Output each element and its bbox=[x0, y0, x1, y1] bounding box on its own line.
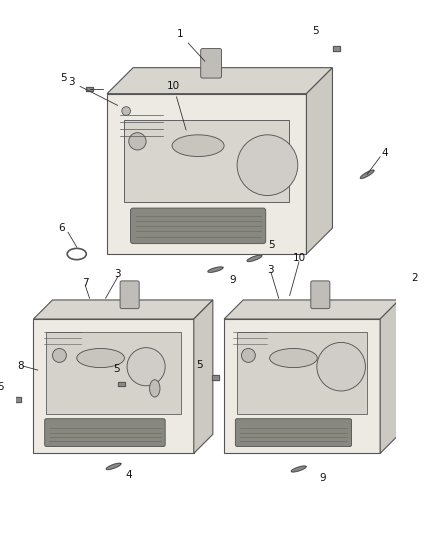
FancyBboxPatch shape bbox=[311, 281, 330, 309]
Text: 5: 5 bbox=[312, 26, 318, 36]
Text: 2: 2 bbox=[411, 273, 418, 284]
FancyBboxPatch shape bbox=[201, 49, 222, 78]
Ellipse shape bbox=[172, 135, 224, 157]
Circle shape bbox=[317, 342, 365, 391]
Polygon shape bbox=[14, 398, 21, 402]
Polygon shape bbox=[307, 68, 332, 254]
Circle shape bbox=[129, 133, 146, 150]
Polygon shape bbox=[107, 68, 332, 94]
Circle shape bbox=[122, 107, 131, 115]
Text: 4: 4 bbox=[381, 148, 388, 158]
Text: 5: 5 bbox=[113, 364, 120, 374]
Polygon shape bbox=[224, 319, 380, 454]
Text: 10: 10 bbox=[167, 82, 186, 130]
Text: 3: 3 bbox=[115, 269, 121, 279]
Ellipse shape bbox=[149, 379, 160, 397]
Polygon shape bbox=[46, 332, 181, 414]
Polygon shape bbox=[224, 300, 399, 319]
Text: 4: 4 bbox=[126, 470, 133, 480]
Polygon shape bbox=[360, 170, 374, 179]
Polygon shape bbox=[397, 279, 404, 283]
Text: 9: 9 bbox=[230, 275, 236, 285]
Text: 1: 1 bbox=[177, 29, 205, 61]
Ellipse shape bbox=[270, 349, 317, 368]
Circle shape bbox=[127, 348, 165, 386]
Text: 5: 5 bbox=[197, 360, 203, 369]
Circle shape bbox=[53, 349, 66, 362]
Polygon shape bbox=[118, 382, 125, 386]
Polygon shape bbox=[291, 466, 306, 472]
FancyBboxPatch shape bbox=[131, 208, 266, 244]
Text: 6: 6 bbox=[58, 223, 64, 233]
Text: 5: 5 bbox=[60, 73, 67, 83]
Polygon shape bbox=[212, 375, 219, 379]
Text: 8: 8 bbox=[17, 361, 24, 371]
Text: 10: 10 bbox=[293, 253, 306, 263]
Text: 5: 5 bbox=[0, 382, 4, 392]
Text: 9: 9 bbox=[320, 473, 326, 483]
Polygon shape bbox=[237, 332, 367, 414]
Polygon shape bbox=[124, 120, 289, 202]
Polygon shape bbox=[333, 46, 340, 51]
Polygon shape bbox=[380, 300, 399, 454]
Polygon shape bbox=[194, 300, 213, 454]
Circle shape bbox=[241, 349, 255, 362]
Polygon shape bbox=[106, 463, 121, 470]
Text: 5: 5 bbox=[268, 240, 275, 251]
Text: 3: 3 bbox=[268, 264, 274, 274]
Polygon shape bbox=[247, 255, 262, 262]
Polygon shape bbox=[418, 396, 432, 403]
Polygon shape bbox=[86, 87, 93, 92]
Circle shape bbox=[237, 135, 298, 196]
Polygon shape bbox=[107, 94, 307, 254]
Polygon shape bbox=[33, 300, 213, 319]
FancyBboxPatch shape bbox=[120, 281, 139, 309]
Text: 7: 7 bbox=[82, 278, 88, 288]
Ellipse shape bbox=[77, 349, 124, 368]
Polygon shape bbox=[33, 319, 194, 454]
FancyBboxPatch shape bbox=[45, 419, 165, 447]
Text: 3: 3 bbox=[68, 77, 118, 106]
Polygon shape bbox=[208, 267, 223, 272]
FancyBboxPatch shape bbox=[235, 419, 352, 447]
